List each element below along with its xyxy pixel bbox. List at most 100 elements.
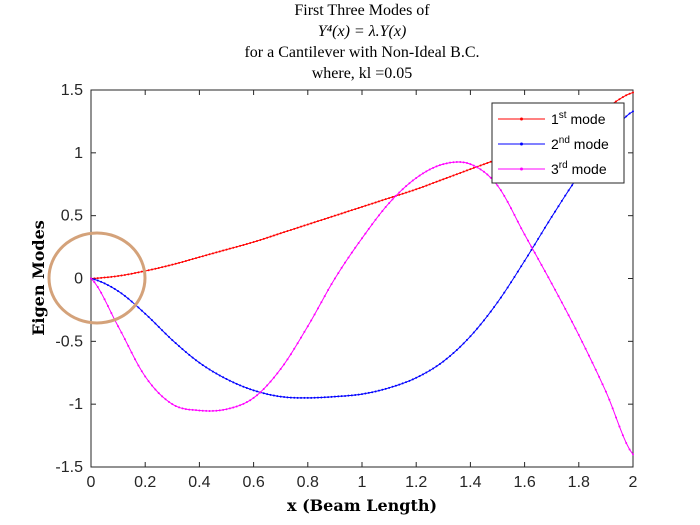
series-3-point [266, 384, 269, 387]
series-2-point [516, 270, 519, 273]
series-2-point [127, 297, 130, 300]
series-3-point [394, 194, 397, 197]
series-2-point [411, 378, 414, 381]
series-3-point [560, 301, 563, 304]
series-1-point [323, 217, 326, 220]
series-3-point [188, 408, 191, 411]
series-1-point [405, 191, 408, 194]
series-1-point [252, 241, 255, 244]
series-1-point [313, 221, 316, 224]
series-3-point [340, 266, 343, 269]
series-1-point [377, 200, 380, 203]
series-2-point [428, 369, 431, 372]
series-3-point [571, 320, 574, 323]
series-2-point [354, 394, 357, 397]
series-2-point [327, 396, 330, 399]
series-3-point [587, 354, 590, 357]
series-2-point [316, 396, 319, 399]
series-3-point [415, 176, 418, 179]
series-2-point [347, 394, 350, 397]
series-3-point [333, 277, 336, 280]
series-3-point [272, 376, 275, 379]
series-1-point [232, 246, 235, 249]
series-3-point [347, 256, 350, 259]
series-3-point [469, 163, 472, 166]
legend-label-2: 2nd mode [551, 135, 609, 152]
series-2-point [486, 315, 489, 318]
series-2-point [205, 366, 208, 369]
series-3-point [120, 331, 123, 334]
series-1-point [354, 208, 357, 211]
series-1-point [459, 171, 462, 174]
series-2-point [293, 396, 296, 399]
series-2-point [388, 386, 391, 389]
series-3-point [408, 182, 411, 185]
series-2-point [560, 199, 563, 202]
series-2-point [289, 396, 292, 399]
series-1-point [147, 269, 150, 272]
title-line-1: First Three Modes of [294, 2, 430, 19]
series-3-point [632, 453, 634, 456]
series-2-point [513, 275, 516, 278]
y-tick-label: 0 [74, 271, 83, 288]
y-tick-label: -0.5 [55, 333, 83, 350]
series-3-point [540, 263, 543, 266]
series-2-point [632, 110, 634, 113]
series-2-point [113, 287, 116, 290]
series-1-point [306, 223, 309, 226]
series-3-point [530, 245, 533, 248]
series-1-point [171, 263, 174, 266]
series-1-point [330, 215, 333, 218]
series-3-point [161, 395, 164, 398]
series-2-point [469, 335, 472, 338]
series-3-point [615, 416, 618, 419]
series-2-point [496, 301, 499, 304]
series-2-point [418, 375, 421, 378]
series-1-point [384, 198, 387, 201]
series-3-point [567, 314, 570, 317]
series-1-point [164, 265, 167, 268]
series-3-point [611, 407, 614, 410]
series-1-point [178, 261, 181, 264]
series-3-point [255, 394, 258, 397]
series-1-point [167, 264, 170, 267]
series-3-point [350, 251, 353, 254]
series-1-point [137, 271, 140, 274]
series-1-point [228, 247, 231, 250]
series-1-point [621, 96, 624, 99]
series-2-point [211, 370, 214, 373]
series-1-point [283, 231, 286, 234]
series-2-point [530, 249, 533, 252]
series-2-point [540, 232, 543, 235]
series-3-point [354, 246, 357, 249]
series-1-point [130, 272, 133, 275]
series-2-point [337, 395, 340, 398]
series-1-point [411, 189, 414, 192]
title-line-3: for a Cantilever with Non-Ideal B.C. [244, 44, 479, 61]
series-2-point [157, 325, 160, 328]
series-3-point [201, 409, 204, 412]
series-3-point [496, 184, 499, 187]
series-1-point [117, 274, 120, 277]
series-2-point [361, 393, 363, 396]
series-2-point [371, 391, 374, 394]
legend-box [491, 102, 625, 184]
series-3-point [371, 223, 374, 226]
series-3-point [547, 276, 550, 279]
series-2-point [425, 371, 428, 374]
series-1-point [340, 212, 343, 215]
series-1-point [442, 178, 445, 181]
series-1-point [242, 243, 245, 246]
series-3-point [405, 185, 408, 188]
series-3-point [154, 388, 157, 391]
series-3-point [489, 176, 492, 179]
x-tick-label: 1.2 [405, 474, 427, 491]
series-1-point [320, 219, 323, 222]
series-3-point [533, 251, 536, 254]
series-2-point [554, 210, 557, 213]
series-3-point [377, 214, 380, 217]
series-2-point [313, 396, 316, 399]
series-1-point [310, 222, 313, 225]
series-1-point [350, 209, 353, 212]
